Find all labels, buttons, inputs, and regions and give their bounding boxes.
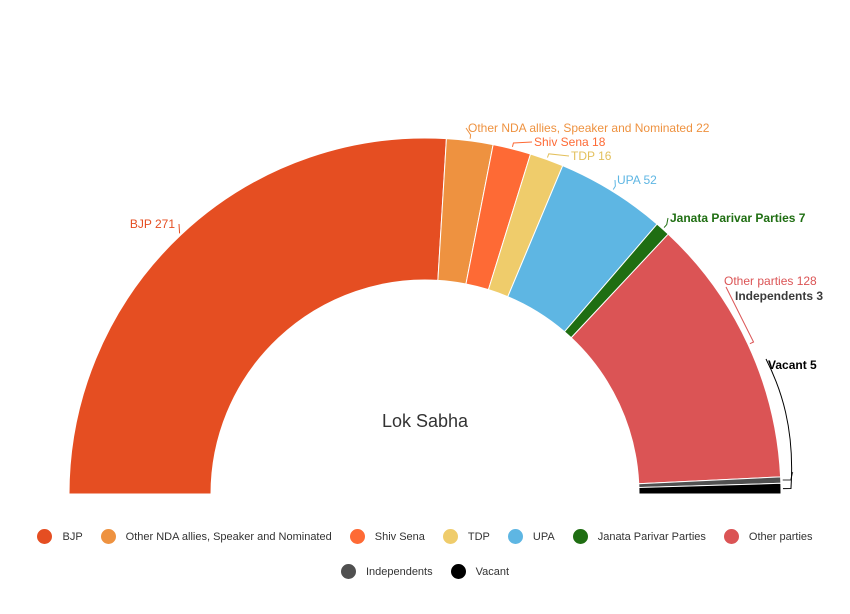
legend-dot-icon (340, 564, 356, 579)
legend-dot-icon (723, 529, 739, 544)
legend-row-1: BJP Other NDA allies, Speaker and Nominat… (0, 529, 850, 544)
leader-line-8 (765, 358, 793, 490)
legend-item-2[interactable]: Shiv Sena (349, 529, 425, 544)
legend-dot-icon (507, 529, 523, 544)
legend-row-2: Independents Vacant (0, 564, 850, 579)
slice-bjp[interactable] (68, 137, 447, 495)
data-label-3: TDP 16 (571, 149, 612, 163)
legend-label: Independents (365, 565, 433, 578)
leader-line-3 (546, 153, 570, 158)
legend-dot-icon (572, 529, 588, 544)
leader-line-0 (178, 223, 181, 234)
legend-row2-item-0[interactable]: Independents (340, 564, 433, 579)
legend-item-1[interactable]: Other NDA allies, Speaker and Nominated (100, 529, 332, 544)
data-label-1: Other NDA allies, Speaker and Nominated … (468, 121, 710, 135)
leader-line-6 (725, 286, 755, 345)
legend-item-3[interactable]: TDP (442, 529, 490, 544)
slice-vacant[interactable] (638, 482, 782, 495)
legend-item-6[interactable]: Other parties (723, 529, 813, 544)
data-label-0: BJP 271 (130, 217, 175, 231)
data-label-2: Shiv Sena 18 (534, 135, 606, 149)
data-label-5: Janata Parivar Parties 7 (670, 211, 806, 225)
center-title: Lok Sabha (382, 411, 469, 431)
legend-label: TDP (467, 530, 490, 543)
legend-label: Other parties (748, 530, 813, 543)
legend-label: Vacant (475, 565, 510, 578)
leader-line-4 (612, 179, 616, 190)
data-label-8: Vacant 5 (768, 358, 817, 372)
legend-label: Janata Parivar Parties (597, 530, 706, 543)
legend-row2-item-1[interactable]: Vacant (450, 564, 510, 579)
legend-label: UPA (532, 530, 555, 543)
leader-line-5 (663, 217, 669, 228)
legend-dot-icon (349, 529, 365, 544)
data-label-4: UPA 52 (617, 173, 657, 187)
leader-line-2 (511, 141, 533, 147)
legend-item-0[interactable]: BJP (37, 529, 83, 544)
legend-label: BJP (62, 530, 83, 543)
legend-label: Other NDA allies, Speaker and Nominated (125, 530, 332, 543)
legend-item-5[interactable]: Janata Parivar Parties (572, 529, 706, 544)
data-label-6: Other parties 128 (724, 274, 817, 288)
legend-item-4[interactable]: UPA (507, 529, 555, 544)
legend-dot-icon (450, 564, 466, 579)
legend-dot-icon (442, 529, 458, 544)
legend-label: Shiv Sena (374, 530, 425, 543)
data-label-7: Independents 3 (735, 289, 823, 303)
legend-dot-icon (37, 529, 53, 544)
legend-dot-icon (100, 529, 116, 544)
leader-line-1 (465, 127, 472, 139)
